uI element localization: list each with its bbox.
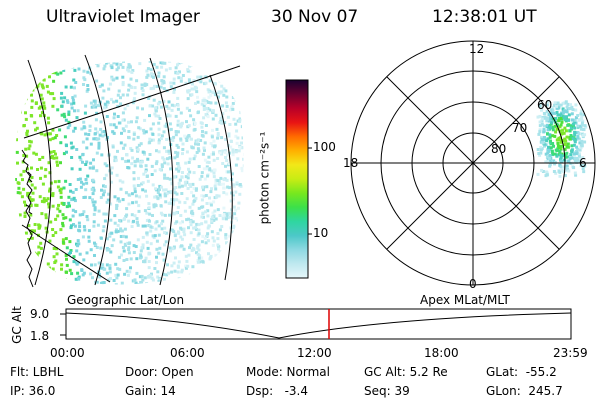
altitude-ytick-low: 1.8 [30,329,50,343]
filter-value: Flt: LBHL [10,365,64,379]
altitude-plot [60,308,572,340]
door-value: Door: Open [125,365,194,379]
polar-grid [350,40,596,286]
mlat-label-70: 70 [512,121,528,135]
colorbar-tick-10: 10 [313,226,329,240]
altitude-ytick-high: 9.0 [30,307,50,321]
time-tick-1800: 18:00 [424,346,459,360]
ip-value: IP: 36.0 [10,384,56,398]
geo-aurora-emission [14,61,244,285]
instrument-title: Ultraviolet Imager [46,7,200,27]
time-tick-0600: 06:00 [170,346,205,360]
time-tick-0000: 00:00 [50,346,85,360]
colorbar [285,79,312,279]
observation-time: 12:38:01 UT [432,7,537,27]
mode-value: Mode: Normal [246,365,330,379]
glat-value: GLat: -55.2 [486,365,557,379]
geographic-image-panel [14,54,244,288]
altitude-ylabel: GC Alt [9,306,24,344]
time-tick-1200: 12:00 [297,346,332,360]
geo-grid-lines [21,54,241,286]
dsp-value: Dsp: -3.4 [246,384,309,398]
gain-value: Gain: 14 [125,384,176,398]
mlat-label-80: 80 [491,142,507,156]
colorbar-tick-100: 100 [313,140,336,154]
coastline [21,149,34,288]
glon-value: GLon: 245.7 [486,384,563,398]
mlt-label-6: 6 [579,156,587,170]
seq-value: Seq: 39 [364,384,410,398]
altitude-curve [65,312,572,339]
geographic-caption: Geographic Lat/Lon [67,293,185,307]
time-tick-2359: 23:59 [553,346,588,360]
polar-panel [350,40,596,286]
polar-caption: Apex MLat/MLT [420,293,510,307]
polar-aurora-emission [536,100,588,178]
mlt-label-12: 12 [469,42,485,56]
colorbar-unit-label: photon cm⁻²s⁻¹ [257,131,272,225]
mlt-label-18: 18 [343,156,359,170]
gc-alt-value: GC Alt: 5.2 Re [364,365,448,379]
mlat-label-60: 60 [537,98,553,112]
mlt-label-0: 0 [469,277,477,291]
observation-date: 30 Nov 07 [271,7,359,27]
